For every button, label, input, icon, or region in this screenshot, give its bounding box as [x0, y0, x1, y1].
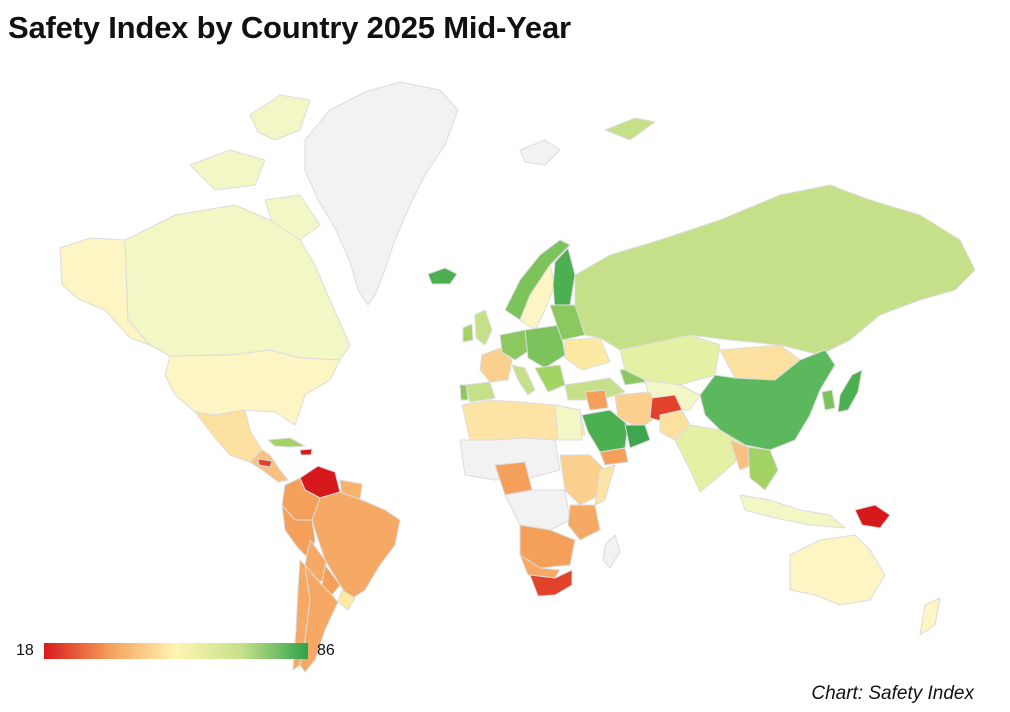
country-canada[interactable]	[124, 204, 351, 361]
country-sahel[interactable]	[459, 437, 561, 481]
country-uruguay[interactable]	[337, 589, 356, 611]
country-central-africa[interactable]	[504, 489, 571, 531]
country-italy[interactable]	[511, 364, 536, 396]
country-usa[interactable]	[164, 349, 341, 426]
country-canada-islands[interactable]	[249, 94, 311, 141]
country-kazakhstan[interactable]	[619, 334, 721, 386]
country-india[interactable]	[674, 424, 746, 493]
country-indonesia[interactable]	[739, 494, 846, 529]
country-uk[interactable]	[474, 309, 493, 346]
country-papua-new-guinea[interactable]	[854, 504, 891, 529]
country-madagascar[interactable]	[602, 534, 621, 569]
country-benelux-germany[interactable]	[499, 329, 531, 361]
country-russia[interactable]	[574, 184, 976, 356]
legend-max-label: 86	[317, 642, 335, 659]
country-korea[interactable]	[821, 389, 836, 411]
country-portugal[interactable]	[459, 384, 469, 401]
country-yemen[interactable]	[599, 447, 629, 466]
chart-credit: Chart: Safety Index	[811, 683, 974, 704]
country-balkans[interactable]	[534, 364, 566, 393]
country-southeast-asia[interactable]	[747, 446, 779, 491]
color-scale-legend	[44, 643, 308, 659]
country-svalbard[interactable]	[519, 139, 561, 166]
country-haiti[interactable]	[299, 448, 313, 456]
country-brazil[interactable]	[311, 491, 401, 601]
country-iceland[interactable]	[427, 267, 458, 285]
country-france[interactable]	[479, 347, 513, 383]
country-nigeria[interactable]	[494, 461, 533, 496]
country-greenland[interactable]	[304, 81, 459, 306]
country-kenya-tanzania[interactable]	[567, 504, 601, 541]
country-namibia-botswana[interactable]	[519, 554, 561, 579]
country-honduras[interactable]	[257, 458, 273, 468]
country-egypt[interactable]	[554, 404, 583, 441]
country-turkey[interactable]	[564, 377, 626, 401]
country-iran[interactable]	[614, 391, 661, 429]
country-spain[interactable]	[464, 381, 496, 403]
country-uae-oman[interactable]	[624, 424, 651, 449]
country-syria-iraq[interactable]	[584, 389, 609, 411]
country-new-zealand[interactable]	[919, 597, 941, 636]
country-novaya-zemlya[interactable]	[604, 117, 656, 141]
country-japan[interactable]	[837, 369, 863, 413]
country-australia[interactable]	[789, 534, 886, 606]
country-ukraine[interactable]	[564, 337, 611, 371]
country-somalia[interactable]	[594, 464, 616, 506]
country-cuba[interactable]	[267, 437, 306, 448]
map-title: Safety Index by Country 2025 Mid-Year	[8, 10, 571, 45]
legend-min-label: 18	[16, 642, 34, 659]
country-argentina[interactable]	[299, 564, 339, 673]
country-mexico[interactable]	[194, 409, 263, 463]
country-canada-islands-2[interactable]	[189, 149, 266, 191]
country-central-europe[interactable]	[524, 324, 566, 369]
country-south-africa[interactable]	[529, 569, 573, 597]
country-ireland[interactable]	[462, 323, 474, 343]
